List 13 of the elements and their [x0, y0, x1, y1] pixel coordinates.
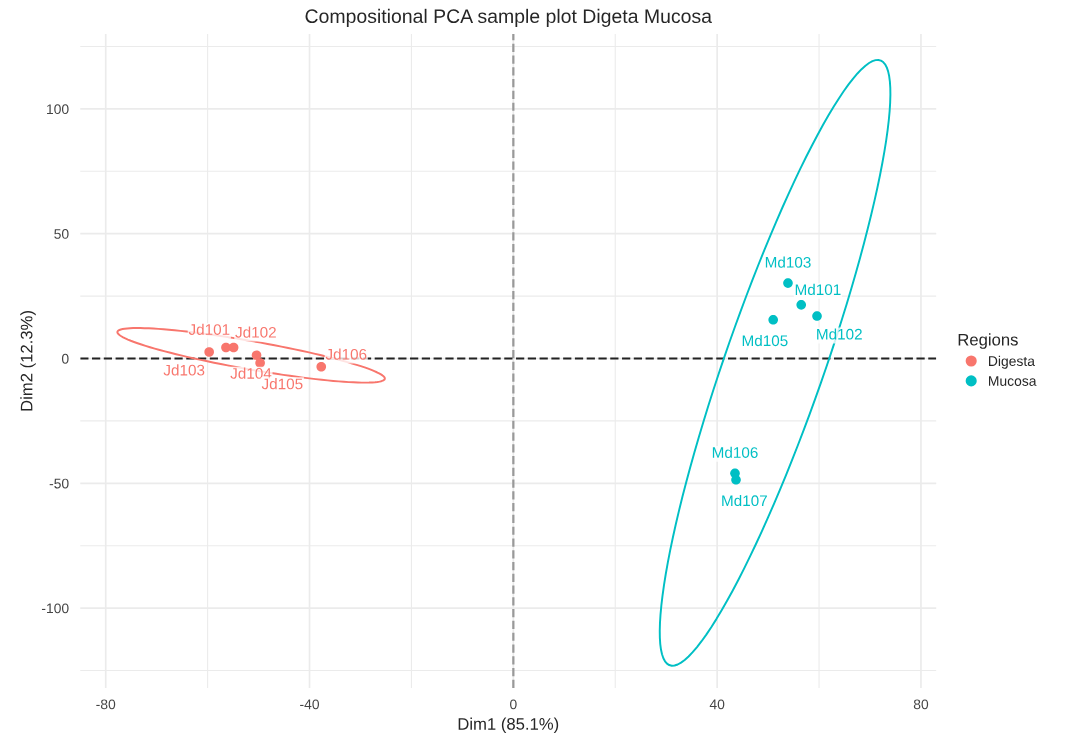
point [228, 342, 239, 353]
point [796, 300, 807, 310]
point [251, 350, 262, 361]
point [255, 358, 265, 368]
point [783, 278, 793, 288]
y-axis-title: Dim2 (12.3%) [20, 311, 36, 411]
x-axis-title: Dim1 (85.1%) [458, 717, 559, 734]
point [316, 361, 327, 372]
chart-title: Compositional PCA sample plot Digeta Mucosa [305, 8, 712, 27]
point [768, 314, 779, 325]
legend-title: Regions [958, 333, 1018, 349]
point [204, 347, 214, 357]
point [812, 311, 822, 321]
